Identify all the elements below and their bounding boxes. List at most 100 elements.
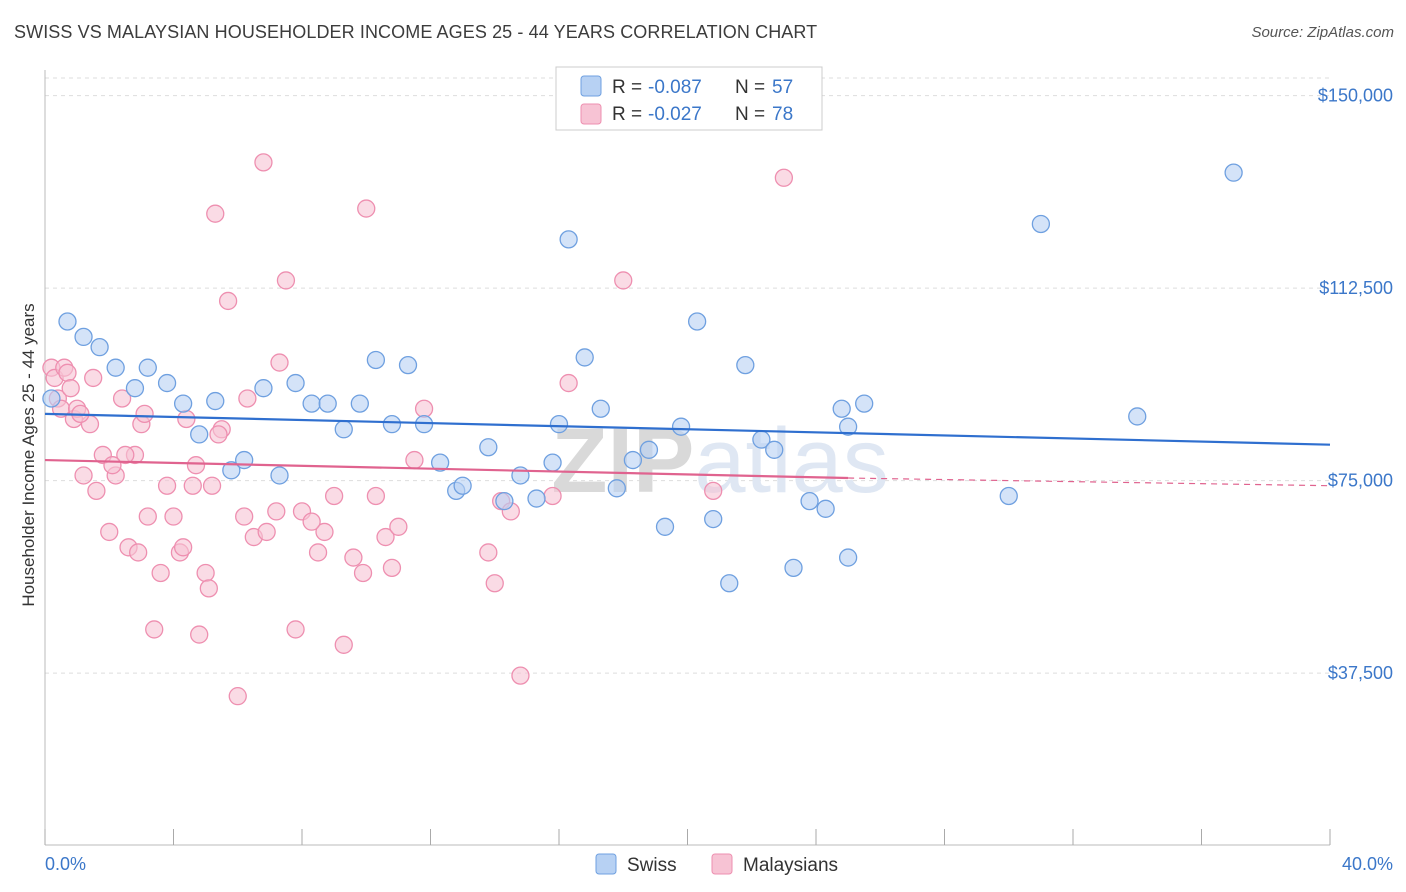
malaysian-point bbox=[116, 445, 135, 465]
bottom-legend-label-swiss: Swiss bbox=[627, 855, 677, 876]
malaysian-point bbox=[177, 409, 196, 429]
chart-title: SWISS VS MALAYSIAN HOUSEHOLDER INCOME AG… bbox=[14, 22, 818, 42]
malaysian-point bbox=[344, 548, 363, 567]
malaysian-point bbox=[414, 399, 434, 418]
swiss-point bbox=[655, 517, 675, 536]
swiss-point bbox=[58, 312, 77, 331]
malaysian-point bbox=[190, 625, 209, 644]
y-tick-label: $37,500 bbox=[1328, 663, 1393, 683]
swiss-point bbox=[270, 466, 289, 485]
malaysian-point bbox=[100, 522, 119, 542]
malaysian-point bbox=[209, 425, 228, 444]
x-tick-label-max: 40.0% bbox=[1342, 854, 1393, 874]
swiss-point bbox=[999, 486, 1018, 506]
swiss-point bbox=[90, 338, 109, 357]
malaysian-point bbox=[74, 466, 93, 485]
malaysian-point bbox=[270, 353, 289, 372]
legend-swatch-swiss bbox=[580, 75, 602, 97]
y-tick-label: $150,000 bbox=[1318, 86, 1393, 106]
malaysian-point bbox=[135, 404, 154, 424]
swiss-point bbox=[1031, 214, 1051, 234]
malaysian-point bbox=[58, 363, 77, 382]
swiss-point bbox=[591, 399, 610, 418]
y-tick-label: $75,000 bbox=[1328, 471, 1393, 491]
malaysian-point bbox=[238, 389, 257, 408]
x-tick-label-min: 0.0% bbox=[45, 854, 86, 874]
swiss-trend-line bbox=[44, 412, 1331, 446]
swiss-point bbox=[736, 355, 755, 375]
malaysian-point bbox=[774, 168, 794, 187]
malaysian-point bbox=[485, 574, 504, 593]
swiss-point bbox=[302, 394, 321, 413]
y-tick-label: $112,500 bbox=[1319, 278, 1393, 298]
swiss-point bbox=[549, 414, 569, 434]
swiss-point bbox=[206, 391, 225, 411]
malaysian-point bbox=[84, 368, 103, 388]
swiss-point bbox=[235, 450, 254, 470]
malaysian-point bbox=[151, 563, 170, 583]
swiss-point bbox=[575, 348, 594, 367]
source-credit: Source: ZipAtlas.com bbox=[1251, 24, 1394, 41]
legend-n-value-swiss: 57 bbox=[772, 77, 793, 98]
swiss-point bbox=[639, 440, 659, 459]
malaysian-point bbox=[145, 620, 164, 639]
malaysian-point bbox=[389, 517, 408, 536]
swiss-point bbox=[1224, 163, 1243, 182]
malaysian-point bbox=[228, 687, 247, 706]
swiss-point bbox=[527, 489, 546, 508]
legend-r-value-swiss: -0.087 bbox=[648, 77, 702, 98]
data-points bbox=[42, 153, 1243, 706]
malaysian-point bbox=[315, 522, 334, 542]
swiss-point bbox=[254, 379, 273, 398]
malaysian-point bbox=[543, 486, 562, 506]
malaysian-point bbox=[511, 666, 530, 685]
malaysian-point bbox=[324, 486, 344, 506]
axes bbox=[44, 70, 1331, 846]
y-axis-label: Householder Income Ages 25 - 44 years bbox=[19, 303, 38, 606]
swiss-point bbox=[495, 491, 514, 511]
malaysian-point bbox=[559, 373, 578, 393]
swiss-point bbox=[838, 548, 858, 567]
malaysian-point bbox=[173, 538, 193, 557]
malaysian-point bbox=[186, 456, 206, 475]
malaysian-point bbox=[87, 481, 106, 501]
swiss-point bbox=[559, 230, 578, 249]
y-tick-labels: $37,500 $75,000 $112,500 $150,000 bbox=[1318, 86, 1393, 683]
bottom-legend-swatch-malaysians bbox=[711, 853, 733, 875]
bottom-legend-swatch-swiss bbox=[595, 853, 617, 875]
swiss-point bbox=[838, 417, 858, 436]
swiss-point bbox=[382, 414, 402, 434]
swiss-point bbox=[222, 461, 241, 480]
malaysian-point bbox=[405, 450, 424, 470]
malaysian-point bbox=[218, 291, 238, 311]
bottom-legend-label-malaysians: Malaysians bbox=[743, 855, 838, 876]
malaysian-point bbox=[157, 476, 177, 495]
malaysian-trend-line-extrapolated bbox=[848, 477, 1331, 487]
malaysian-point bbox=[202, 476, 222, 495]
swiss-point bbox=[704, 509, 723, 529]
legend-n-label-swiss: N = bbox=[735, 77, 765, 98]
malaysian-point bbox=[376, 527, 395, 547]
swiss-point bbox=[74, 327, 93, 347]
legend-r-value-malaysians: -0.027 bbox=[648, 104, 702, 125]
malaysian-point bbox=[257, 522, 276, 542]
malaysian-point bbox=[353, 563, 373, 583]
swiss-point bbox=[334, 420, 353, 439]
legend-swatch-malaysians bbox=[580, 103, 602, 125]
swiss-point bbox=[430, 453, 450, 472]
malaysian-point bbox=[334, 635, 353, 654]
legend-r-label-swiss: R = bbox=[612, 77, 642, 98]
malaysian-point bbox=[704, 481, 723, 501]
malaysian-point bbox=[267, 502, 286, 521]
malaysian-point bbox=[206, 204, 225, 223]
swiss-point bbox=[157, 373, 177, 393]
malaysian-trend-line bbox=[44, 458, 849, 480]
malaysian-point bbox=[112, 389, 132, 408]
swiss-point bbox=[190, 425, 209, 444]
swiss-point bbox=[42, 389, 61, 408]
malaysian-point bbox=[164, 507, 183, 526]
swiss-point bbox=[816, 499, 835, 518]
swiss-point bbox=[687, 312, 707, 331]
swiss-point bbox=[286, 373, 305, 393]
